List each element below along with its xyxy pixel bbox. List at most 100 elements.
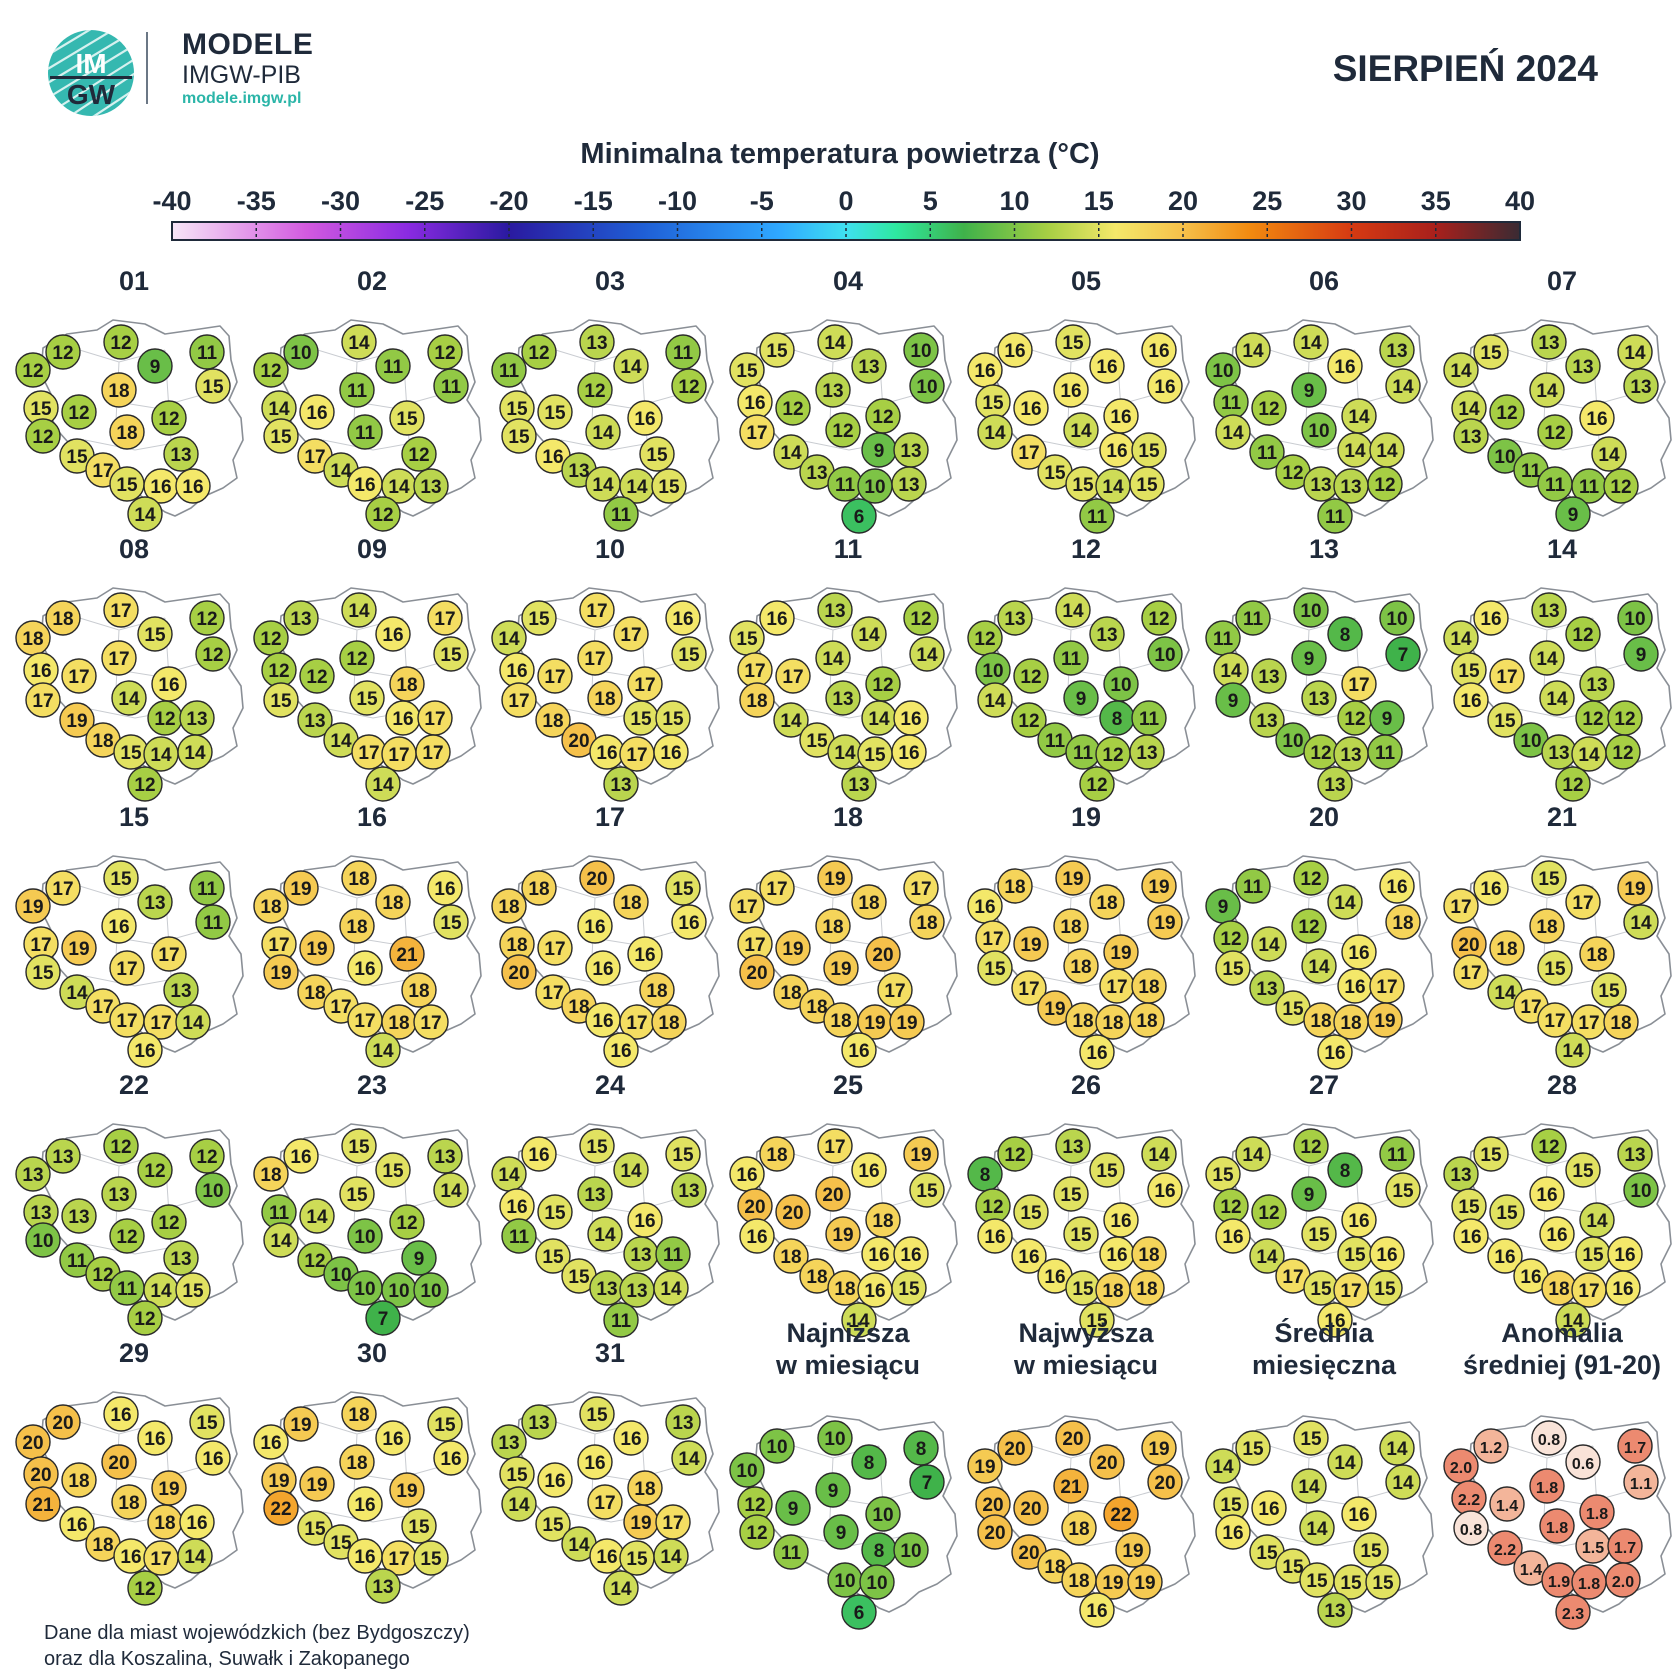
city-value: 17 bbox=[388, 1549, 409, 1570]
city-value: 12 bbox=[1562, 775, 1583, 796]
city-value: 10 bbox=[736, 1461, 757, 1482]
city-marker: 14 bbox=[299, 1198, 335, 1234]
city-value: 18 bbox=[780, 1247, 801, 1268]
summary-title-line-1: Najniższa bbox=[786, 1318, 910, 1348]
city-value: 13 bbox=[822, 381, 843, 402]
city-circle bbox=[1529, 1468, 1565, 1504]
city-marker: 12 bbox=[1555, 766, 1591, 802]
city-value: 15 bbox=[66, 447, 88, 468]
city-marker: 7 bbox=[909, 1464, 945, 1500]
city-marker: 10 bbox=[1301, 412, 1337, 448]
city-marker: 19 bbox=[15, 888, 51, 924]
city-marker: 16 bbox=[375, 1420, 411, 1456]
color-scale: -40 -35 -30 -25 -20 -15 -10 -5 0 5 10 15 20 25 30 35 40 bbox=[152, 186, 1535, 241]
city-circle bbox=[339, 1444, 375, 1480]
city-marker: 15 bbox=[113, 734, 149, 770]
city-circle bbox=[1385, 1172, 1421, 1208]
city-marker: 13 bbox=[1249, 702, 1285, 738]
city-circle bbox=[1079, 766, 1115, 802]
city-value: 16 bbox=[610, 1041, 631, 1062]
city-marker: 15 bbox=[263, 682, 299, 718]
brand-url[interactable]: modele.imgw.pl bbox=[182, 90, 302, 107]
city-value: 10 bbox=[1494, 447, 1515, 468]
city-marker: 18 bbox=[111, 1484, 147, 1520]
city-value: 17 bbox=[594, 1493, 615, 1514]
city-value: 18 bbox=[92, 731, 113, 752]
city-value: 12 bbox=[1538, 1137, 1559, 1158]
city-value: 14 bbox=[1376, 441, 1398, 462]
city-value: 14 bbox=[1586, 1211, 1608, 1232]
city-marker: 10 bbox=[865, 1496, 901, 1532]
city-value: 18 bbox=[1138, 977, 1159, 998]
city-value: 19 bbox=[974, 1457, 995, 1478]
city-circle bbox=[15, 888, 51, 924]
city-marker: 9 bbox=[1369, 700, 1405, 736]
city-value: 16 bbox=[634, 1211, 655, 1232]
city-value: 16 bbox=[120, 1547, 141, 1568]
city-marker: 12 bbox=[103, 324, 139, 360]
city-value: 11 bbox=[1521, 461, 1542, 482]
city-value: 16 bbox=[434, 879, 455, 900]
city-marker: 11 bbox=[1235, 868, 1271, 904]
city-marker: 19 bbox=[857, 1004, 893, 1040]
city-marker: 12 bbox=[1605, 734, 1641, 770]
city-value: 1.4 bbox=[1520, 1562, 1542, 1579]
city-value: 18 bbox=[1004, 877, 1025, 898]
city-value: 19 bbox=[1374, 1011, 1395, 1032]
city-marker: 0.6 bbox=[1565, 1444, 1601, 1480]
city-marker: 18 bbox=[1303, 1002, 1339, 1038]
city-value: 15 bbox=[330, 1533, 352, 1554]
scale-tick-label: -35 bbox=[237, 186, 276, 216]
city-circle bbox=[909, 904, 945, 940]
city-value: 13 bbox=[1340, 745, 1361, 766]
city-circle bbox=[151, 400, 187, 436]
city-circle bbox=[739, 414, 775, 450]
city-value: 14 bbox=[822, 649, 844, 670]
city-marker: 10 bbox=[903, 332, 939, 368]
city-circle bbox=[909, 1464, 945, 1500]
city-value: 15 bbox=[982, 393, 1004, 414]
city-value: 10 bbox=[290, 343, 311, 364]
city-value: 7 bbox=[1398, 645, 1409, 666]
city-marker: 16 bbox=[1011, 1238, 1047, 1274]
city-circle bbox=[339, 640, 375, 676]
day-title: 24 bbox=[595, 1070, 625, 1100]
city-marker: 19 bbox=[263, 954, 299, 990]
city-circle bbox=[1591, 972, 1627, 1008]
city-value: 13 bbox=[900, 441, 921, 462]
city-value: 15 bbox=[766, 341, 788, 362]
city-value: 15 bbox=[568, 1267, 590, 1288]
scale-tick-label: -40 bbox=[152, 186, 191, 216]
city-marker: 14 bbox=[1623, 904, 1659, 940]
city-value: 17 bbox=[782, 667, 803, 688]
city-value: 14 bbox=[1598, 445, 1620, 466]
city-circle bbox=[665, 1136, 701, 1172]
city-marker: 12 bbox=[1565, 616, 1601, 652]
city-value: 13 bbox=[290, 609, 311, 630]
city-value: 17 bbox=[620, 625, 641, 646]
city-value: 15 bbox=[202, 377, 224, 398]
city-circle bbox=[109, 1218, 145, 1254]
city-value: 17 bbox=[108, 649, 129, 670]
city-circle bbox=[1565, 1444, 1601, 1480]
month-title: SIERPIEŃ 2024 bbox=[1332, 48, 1598, 89]
city-circle bbox=[189, 334, 225, 370]
city-marker: 20 bbox=[815, 1176, 851, 1212]
city-marker: 13 bbox=[521, 1404, 557, 1440]
city-circle bbox=[877, 972, 913, 1008]
city-marker: 9 bbox=[1291, 1176, 1327, 1212]
city-marker: 17 bbox=[1275, 1258, 1311, 1294]
city-marker: 18 bbox=[499, 926, 535, 962]
city-value: 13 bbox=[1460, 427, 1481, 448]
city-value: 12 bbox=[116, 1227, 137, 1248]
city-marker: 14 bbox=[491, 1156, 527, 1192]
city-marker: 13 bbox=[1379, 332, 1415, 368]
city-marker: 9 bbox=[815, 1472, 851, 1508]
city-circle bbox=[967, 1448, 1003, 1484]
city-marker: 14 bbox=[341, 592, 377, 628]
city-circle bbox=[729, 1452, 765, 1488]
city-value: 8 bbox=[1340, 625, 1351, 646]
city-value: 14 bbox=[1212, 1457, 1234, 1478]
city-value: 13 bbox=[22, 1165, 43, 1186]
